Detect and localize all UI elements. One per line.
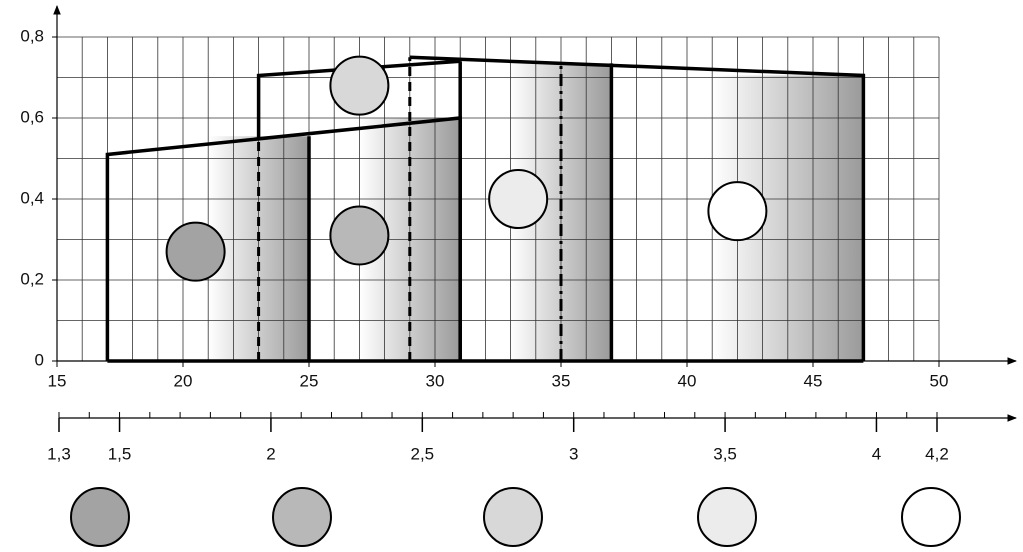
legend-circle	[70, 487, 130, 547]
y-tick-label: 0,2	[20, 269, 44, 288]
scale-tick-label: 1,5	[108, 444, 132, 463]
sample-circle	[707, 181, 768, 242]
sample-circle	[329, 55, 390, 116]
legend-circle	[697, 487, 757, 547]
x-tick-label: 35	[552, 371, 571, 390]
legend-circle	[272, 487, 332, 547]
scale-tick-label: 4	[872, 444, 881, 463]
x-tick-label: 30	[426, 371, 445, 390]
legend-circle	[901, 487, 961, 547]
scale-tick-label: 4,2	[925, 444, 949, 463]
sample-circle	[165, 221, 226, 282]
y-tick-label: 0	[35, 350, 44, 369]
outline	[256, 59, 461, 139]
legend-circle	[483, 487, 543, 547]
scale-tick-label: 2	[266, 444, 275, 463]
x-tick-label: 25	[300, 371, 319, 390]
scale-tick-label: 3,5	[713, 444, 737, 463]
chart-overlay: 15 20 25 30 35 40 45 50 0 0,2 0,4 0,6 0,8 1,3 4,2 1,5 2 2…	[20, 5, 1017, 547]
x-tick-label: 40	[678, 371, 697, 390]
y-tick-label: 0,4	[20, 188, 44, 207]
x-tick-label: 20	[174, 371, 193, 390]
y-tick-label: 0,8	[20, 26, 44, 45]
x-tick-label: 15	[48, 371, 67, 390]
y-tick-label: 0,6	[20, 107, 44, 126]
x-tick-label: 50	[930, 371, 949, 390]
sample-circle	[329, 205, 390, 266]
sample-circle	[488, 169, 549, 229]
scale-tick-label: 2,5	[410, 444, 434, 463]
outline	[409, 55, 866, 361]
scale-tick-label: 3	[569, 444, 578, 463]
x-tick-label: 45	[804, 371, 823, 390]
scale-tick-label: 1,3	[47, 444, 71, 463]
